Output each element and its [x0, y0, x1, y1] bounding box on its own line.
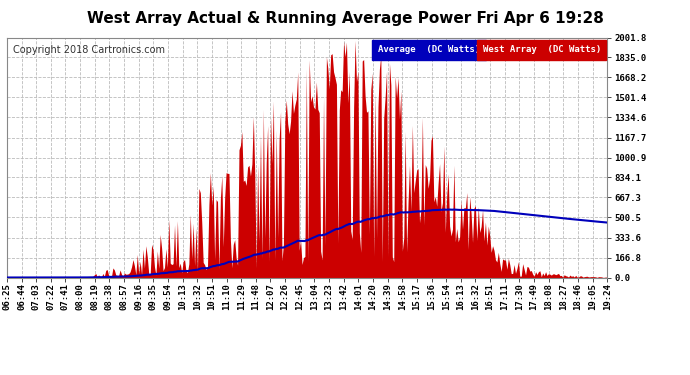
Legend: Average  (DC Watts), West Array  (DC Watts): Average (DC Watts), West Array (DC Watts… — [373, 42, 602, 57]
Text: West Array Actual & Running Average Power Fri Apr 6 19:28: West Array Actual & Running Average Powe… — [86, 11, 604, 26]
Text: Copyright 2018 Cartronics.com: Copyright 2018 Cartronics.com — [13, 45, 165, 55]
